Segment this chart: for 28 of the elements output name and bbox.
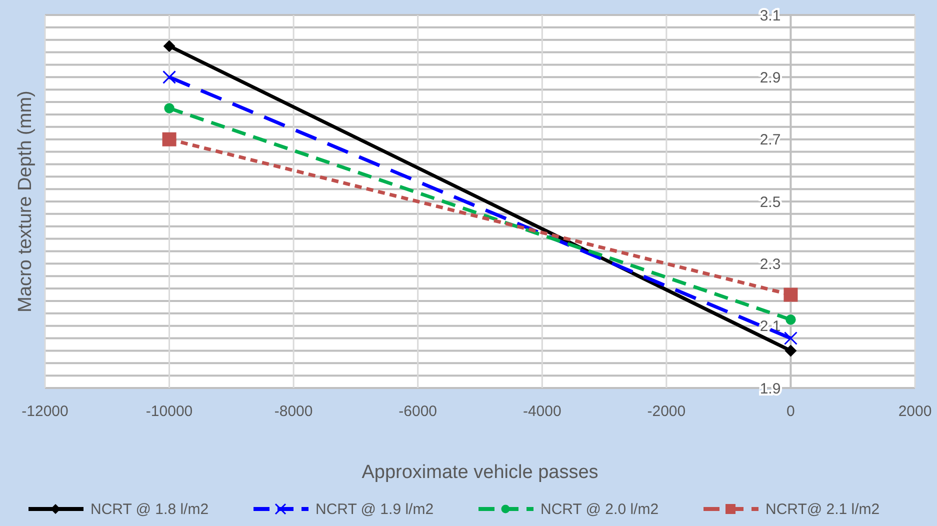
x-tick-label: 0 [786,403,795,420]
point [162,132,176,146]
x-tick-label: -8000 [274,403,313,420]
y-tick-label: 2.7 [760,132,781,149]
x-tick-label: -6000 [398,403,438,420]
point [784,332,798,346]
x-tick-label: 2000 [898,403,932,420]
y-tick-label: 2.3 [760,256,781,273]
x-axis-title: Approximate vehicle passes [362,462,598,483]
y-axis-title: Macro texture Depth (mm) [15,90,36,312]
x-tick-label: -4000 [522,403,562,420]
x-tick-label: -12000 [22,403,68,420]
point [162,70,176,84]
point [784,288,798,302]
point [164,103,174,114]
legend-label: NCRT @ 2.0 l/m2 [540,501,659,518]
x-tick-label: -2000 [647,403,686,420]
x-tick-label: -10000 [146,403,193,420]
point [786,314,796,325]
point [784,344,797,357]
y-tick-label: 2.5 [760,194,781,211]
legend-label: NCRT @ 1.9 l/m2 [316,501,434,518]
y-tick-label: 2.9 [760,69,781,86]
point [163,40,176,52]
y-tick-label: 3.1 [760,7,781,24]
legend-label: NCRT@ 2.1 l/m2 [766,501,880,518]
legend-label: NCRT @ 1.8 l/m2 [90,501,209,518]
y-tick-label: 1.9 [760,380,781,398]
